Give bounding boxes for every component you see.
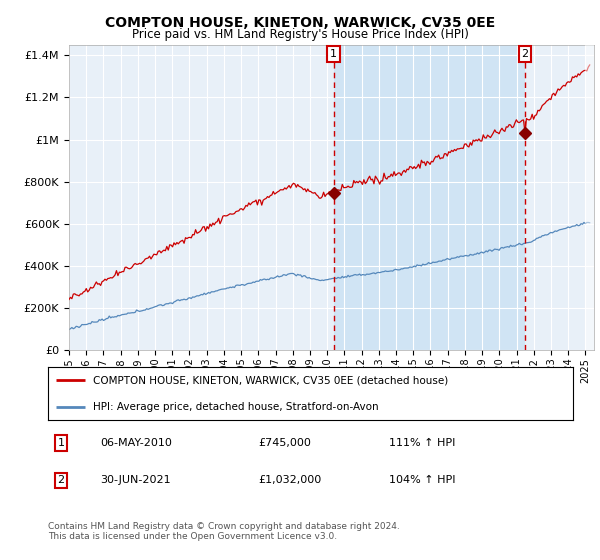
- Text: HPI: Average price, detached house, Stratford-on-Avon: HPI: Average price, detached house, Stra…: [92, 402, 378, 412]
- Text: COMPTON HOUSE, KINETON, WARWICK, CV35 0EE: COMPTON HOUSE, KINETON, WARWICK, CV35 0E…: [105, 16, 495, 30]
- Text: 1: 1: [58, 438, 65, 448]
- Text: 104% ↑ HPI: 104% ↑ HPI: [389, 475, 456, 486]
- Bar: [586, 45, 600, 350]
- Text: £745,000: £745,000: [258, 438, 311, 448]
- Text: 30-JUN-2021: 30-JUN-2021: [101, 475, 171, 486]
- Text: 2: 2: [521, 49, 529, 59]
- Bar: [334, 45, 525, 350]
- Text: Price paid vs. HM Land Registry's House Price Index (HPI): Price paid vs. HM Land Registry's House …: [131, 28, 469, 41]
- Text: 111% ↑ HPI: 111% ↑ HPI: [389, 438, 455, 448]
- Text: £1,032,000: £1,032,000: [258, 475, 321, 486]
- Text: 1: 1: [330, 49, 337, 59]
- Text: 06-MAY-2010: 06-MAY-2010: [101, 438, 172, 448]
- Text: Contains HM Land Registry data © Crown copyright and database right 2024.
This d: Contains HM Land Registry data © Crown c…: [48, 522, 400, 542]
- Text: COMPTON HOUSE, KINETON, WARWICK, CV35 0EE (detached house): COMPTON HOUSE, KINETON, WARWICK, CV35 0E…: [92, 375, 448, 385]
- Text: 2: 2: [58, 475, 65, 486]
